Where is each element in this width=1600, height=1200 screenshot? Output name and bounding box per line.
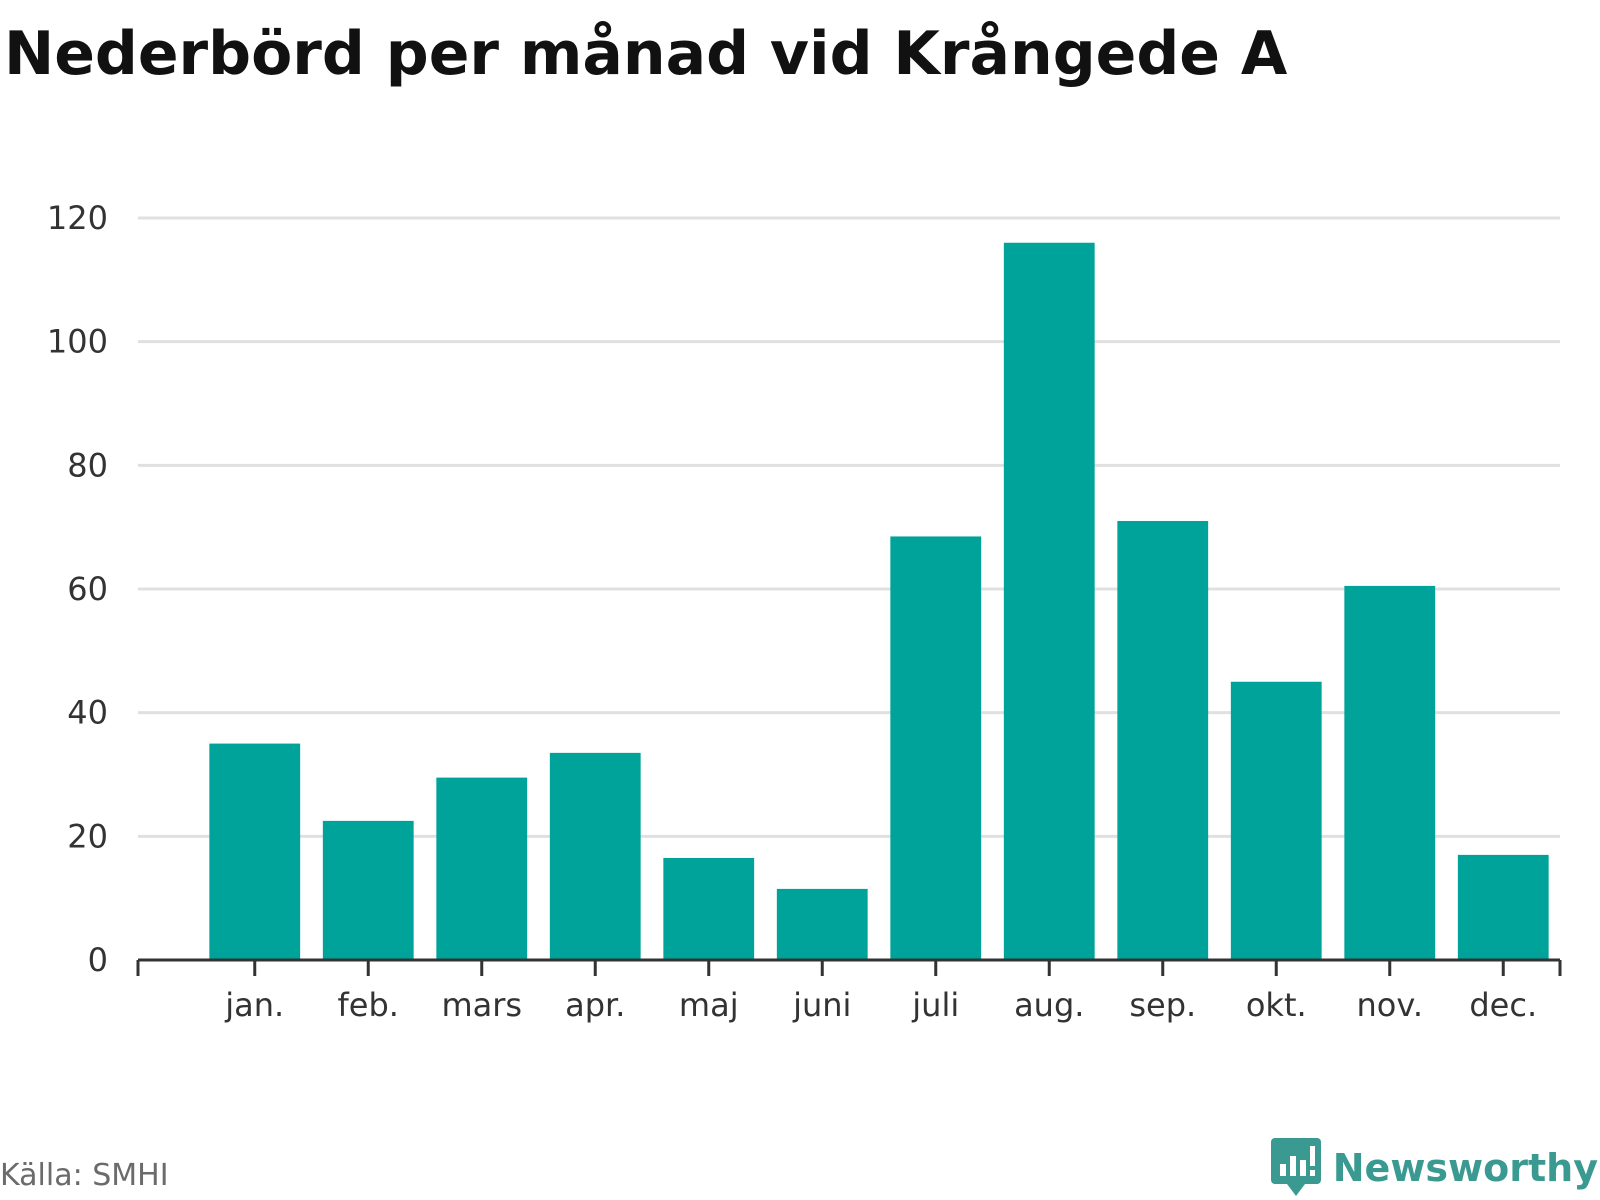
x-tick-label: apr. — [565, 986, 625, 1024]
y-tick-label: 20 — [67, 817, 108, 855]
x-tick-label: aug. — [1014, 986, 1084, 1024]
x-tick-label: juli — [911, 986, 959, 1024]
bar — [1344, 585, 1436, 960]
brand-logo: Newsworthy — [1270, 1138, 1598, 1198]
bar — [1230, 681, 1322, 960]
bar — [436, 777, 528, 960]
y-tick-label: 80 — [67, 446, 108, 484]
x-tick-label: maj — [679, 986, 739, 1024]
x-tick-label: feb. — [338, 986, 399, 1024]
y-tick-label: 100 — [47, 323, 108, 361]
bars — [209, 242, 1549, 960]
x-axis-labels: jan. feb. mars apr. maj juni juli aug. sep. okt. n… — [224, 986, 1537, 1024]
bar — [1457, 854, 1549, 960]
brand-name: Newsworthy — [1332, 1146, 1598, 1190]
x-tick-label: okt. — [1246, 986, 1307, 1024]
bar — [776, 888, 868, 960]
bar — [663, 857, 755, 960]
x-axis — [136, 958, 1562, 976]
y-tick-label: 0 — [88, 941, 108, 979]
y-axis-labels: 0 20 40 60 80 100 120 — [47, 199, 108, 979]
x-tick-label: jan. — [224, 986, 284, 1024]
x-tick-label: juni — [792, 986, 851, 1024]
y-tick-label: 120 — [47, 199, 108, 237]
x-tick-label: dec. — [1469, 986, 1537, 1024]
newsworthy-logo-icon — [1270, 1138, 1321, 1196]
x-tick-label: sep. — [1129, 986, 1196, 1024]
chart-title: Nederbörd per månad vid Krångede A — [4, 19, 1288, 89]
source-note: Källa: SMHI — [0, 1158, 169, 1193]
y-tick-label: 40 — [67, 694, 108, 732]
bar — [549, 752, 641, 960]
x-tick-label: nov. — [1357, 986, 1423, 1024]
bar — [890, 536, 982, 960]
bar — [1003, 242, 1095, 960]
y-tick-label: 60 — [67, 570, 108, 608]
x-tick-label: mars — [441, 986, 522, 1024]
bar — [1117, 520, 1209, 960]
bar — [209, 743, 301, 960]
bar — [322, 820, 414, 960]
